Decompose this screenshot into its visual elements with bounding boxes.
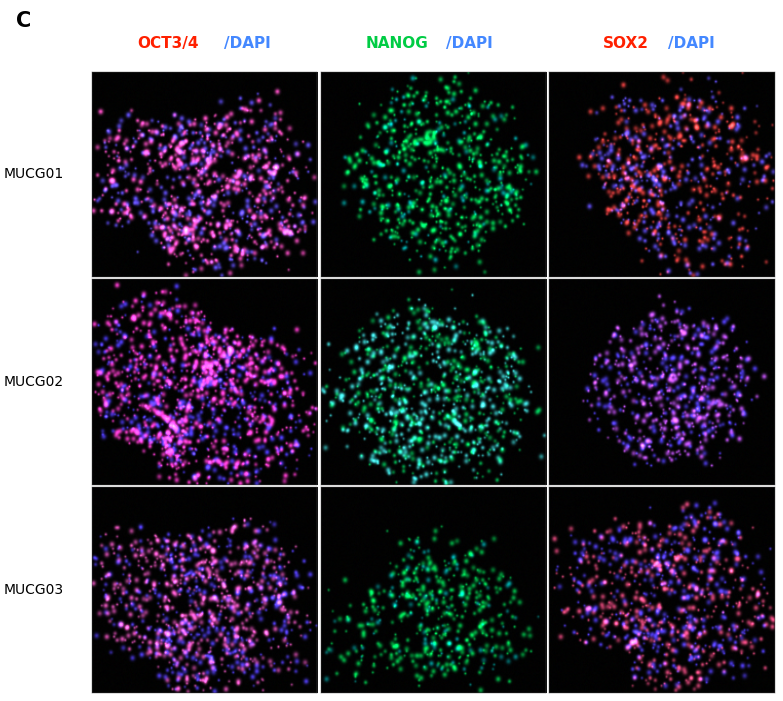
Text: SOX2: SOX2 [603, 36, 649, 50]
Text: OCT3/4: OCT3/4 [138, 36, 199, 50]
Text: /DAPI: /DAPI [225, 36, 271, 50]
Text: NANOG: NANOG [366, 36, 429, 50]
Text: MUCG03: MUCG03 [4, 583, 64, 597]
Text: /DAPI: /DAPI [668, 36, 715, 50]
Text: C: C [16, 11, 31, 31]
Text: /DAPI: /DAPI [446, 36, 493, 50]
Text: MUCG01: MUCG01 [4, 167, 64, 181]
Text: MUCG02: MUCG02 [4, 375, 64, 389]
